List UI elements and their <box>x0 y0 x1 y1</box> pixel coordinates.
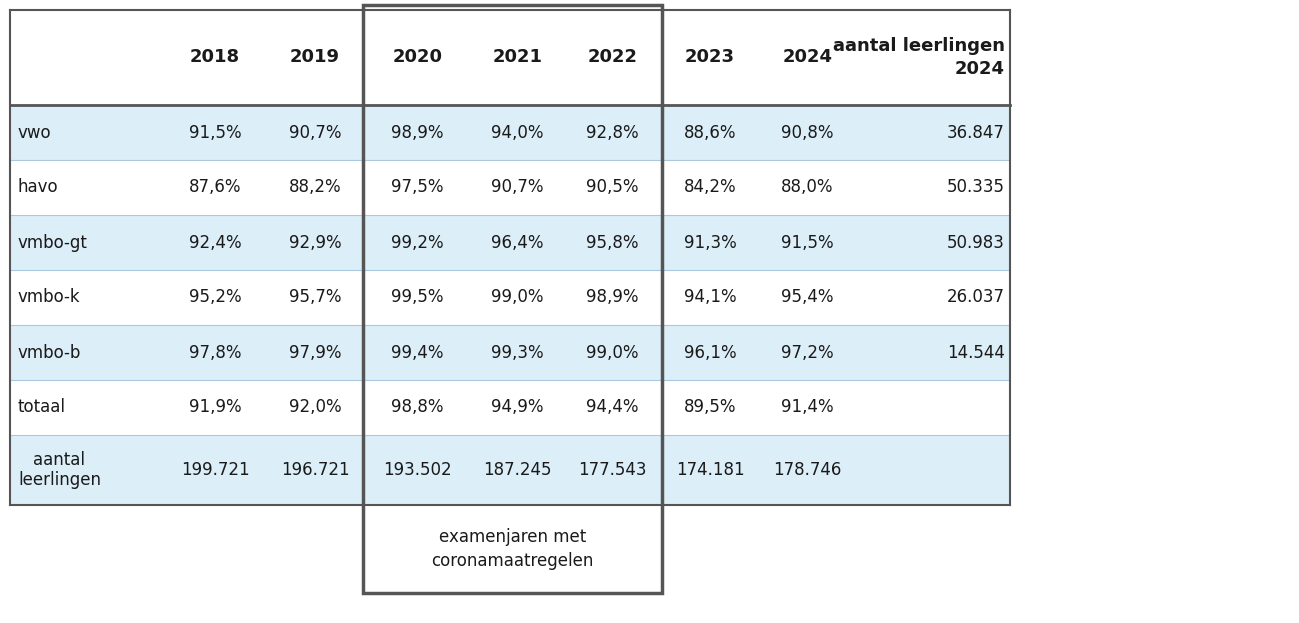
Text: 174.181: 174.181 <box>675 461 744 479</box>
Text: vmbo-b: vmbo-b <box>18 343 82 361</box>
Text: 187.245: 187.245 <box>483 461 552 479</box>
Text: 97,9%: 97,9% <box>288 343 342 361</box>
Text: 88,6%: 88,6% <box>683 123 737 141</box>
Text: 95,8%: 95,8% <box>586 234 639 252</box>
Text: 98,9%: 98,9% <box>391 123 444 141</box>
Text: 26.037: 26.037 <box>947 288 1005 307</box>
Text: 2022: 2022 <box>587 49 638 67</box>
Bar <box>10 435 1011 505</box>
Text: 90,7%: 90,7% <box>288 123 342 141</box>
Text: 196.721: 196.721 <box>281 461 349 479</box>
Text: 99,0%: 99,0% <box>586 343 639 361</box>
Bar <box>10 380 1011 435</box>
Text: 92,4%: 92,4% <box>188 234 242 252</box>
Text: vmbo-k: vmbo-k <box>18 288 81 307</box>
Text: 36.847: 36.847 <box>947 123 1005 141</box>
Text: vwo: vwo <box>18 123 52 141</box>
Bar <box>10 270 1011 325</box>
Bar <box>10 160 1011 215</box>
Text: examenjaren met
coronamaatregelen: examenjaren met coronamaatregelen <box>431 528 594 571</box>
Text: 50.335: 50.335 <box>947 179 1005 196</box>
Text: 50.983: 50.983 <box>947 234 1005 252</box>
Text: 84,2%: 84,2% <box>683 179 737 196</box>
Text: 97,2%: 97,2% <box>781 343 834 361</box>
Text: 92,8%: 92,8% <box>586 123 639 141</box>
Text: 94,0%: 94,0% <box>491 123 544 141</box>
Text: totaal: totaal <box>18 399 66 417</box>
Text: havo: havo <box>18 179 58 196</box>
Text: 2019: 2019 <box>290 49 340 67</box>
Text: 99,0%: 99,0% <box>491 288 544 307</box>
Text: 88,0%: 88,0% <box>781 179 834 196</box>
Bar <box>10 10 1011 105</box>
Text: 90,7%: 90,7% <box>491 179 544 196</box>
Text: 14.544: 14.544 <box>947 343 1005 361</box>
Text: aantal leerlingen
2024: aantal leerlingen 2024 <box>833 37 1005 78</box>
Text: 95,7%: 95,7% <box>288 288 342 307</box>
Text: 91,5%: 91,5% <box>781 234 834 252</box>
Text: 2021: 2021 <box>492 49 543 67</box>
Text: 92,0%: 92,0% <box>288 399 342 417</box>
Text: 91,4%: 91,4% <box>781 399 834 417</box>
Text: 90,8%: 90,8% <box>781 123 834 141</box>
Text: 177.543: 177.543 <box>578 461 647 479</box>
Text: 2018: 2018 <box>190 49 240 67</box>
Text: 94,9%: 94,9% <box>491 399 544 417</box>
Text: 99,2%: 99,2% <box>391 234 444 252</box>
Text: 99,5%: 99,5% <box>391 288 444 307</box>
Text: 2020: 2020 <box>392 49 443 67</box>
Text: 193.502: 193.502 <box>383 461 452 479</box>
Text: 91,9%: 91,9% <box>188 399 242 417</box>
Text: 92,9%: 92,9% <box>288 234 342 252</box>
Text: 90,5%: 90,5% <box>586 179 639 196</box>
Text: vmbo-gt: vmbo-gt <box>18 234 88 252</box>
Bar <box>362 5 662 593</box>
Text: 96,1%: 96,1% <box>683 343 737 361</box>
Text: aantal
leerlingen: aantal leerlingen <box>18 450 101 490</box>
Text: 96,4%: 96,4% <box>491 234 544 252</box>
Text: 2024: 2024 <box>782 49 833 67</box>
Text: 91,5%: 91,5% <box>188 123 242 141</box>
Text: 94,4%: 94,4% <box>586 399 639 417</box>
Text: 178.746: 178.746 <box>773 461 842 479</box>
Text: 89,5%: 89,5% <box>683 399 737 417</box>
Text: 94,1%: 94,1% <box>683 288 737 307</box>
Text: 97,5%: 97,5% <box>391 179 444 196</box>
Text: 98,9%: 98,9% <box>586 288 639 307</box>
Text: 199.721: 199.721 <box>181 461 249 479</box>
Bar <box>10 105 1011 160</box>
Text: 95,4%: 95,4% <box>781 288 834 307</box>
Text: 91,3%: 91,3% <box>683 234 737 252</box>
Text: 87,6%: 87,6% <box>188 179 242 196</box>
Text: 99,3%: 99,3% <box>491 343 544 361</box>
Bar <box>362 505 662 593</box>
Bar <box>10 215 1011 270</box>
Text: 95,2%: 95,2% <box>188 288 242 307</box>
Text: 99,4%: 99,4% <box>391 343 444 361</box>
Text: 98,8%: 98,8% <box>391 399 444 417</box>
Text: 88,2%: 88,2% <box>288 179 342 196</box>
Text: 97,8%: 97,8% <box>188 343 242 361</box>
Text: 2023: 2023 <box>685 49 735 67</box>
Bar <box>10 325 1011 380</box>
